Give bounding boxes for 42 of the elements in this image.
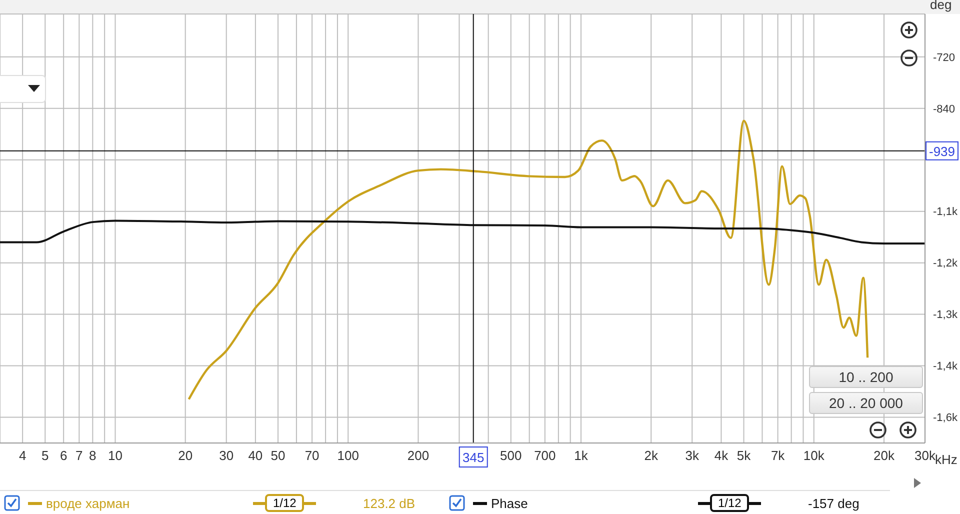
x-tick-label: 7k <box>770 448 786 464</box>
y-tick-label: -1,2k <box>933 258 958 270</box>
x-tick-label: 2k <box>644 448 658 464</box>
text: 123.2 dB <box>363 496 416 510</box>
y-tick-label: -1,4k <box>933 360 958 373</box>
legend-label: вроде харман <box>46 496 131 510</box>
y-tick-label: -1,6k <box>933 412 958 424</box>
button: 10 .. 200 <box>809 366 923 388</box>
x-tick-label: 7 <box>76 448 83 464</box>
text: -157 deg <box>808 496 860 510</box>
y-tick-label: -840 <box>933 103 956 116</box>
x-tick-label: 4k <box>714 448 729 464</box>
x-tick-label: 5k <box>736 448 752 464</box>
x-tick-label: 10 <box>108 448 122 464</box>
x-tick-label: 10k <box>803 448 825 464</box>
ref-line-label: 345 <box>462 450 484 465</box>
x-tick-label: 8 <box>89 448 96 464</box>
button: 20 .. 20 000 <box>809 392 923 414</box>
x-tick-label: 100 <box>337 448 359 464</box>
x-tick-label: 70 <box>304 448 320 464</box>
x-tick-label: 700 <box>534 448 556 464</box>
x-tick-label: 20 <box>178 448 193 464</box>
y-tick-label: -1,1k <box>933 206 958 218</box>
x-tick-label: 6 <box>60 448 68 464</box>
x-tick-label: 500 <box>500 448 522 464</box>
x-tick-label: 50 <box>270 448 286 464</box>
x-tick-label: 1k <box>574 448 588 464</box>
legend-label: Phase <box>491 496 529 510</box>
x-tick-label: 30 <box>219 448 234 464</box>
text: 1/12 <box>265 494 304 512</box>
x-tick-label: 20k <box>874 448 895 464</box>
x-tick-label: 5 <box>42 448 49 464</box>
x-tick-label: 3k <box>685 448 700 464</box>
x-axis-title: kHz <box>935 452 958 467</box>
x-tick-label: 40 <box>248 448 263 464</box>
y-tick-label: -1,3k <box>933 309 958 322</box>
ref-line-label: -939 <box>929 144 956 159</box>
x-tick-label: 200 <box>407 448 430 464</box>
text: 1/12 <box>710 494 750 512</box>
x-tick-label: 30k <box>914 448 936 464</box>
x-tick-label: 4 <box>18 448 26 464</box>
y-tick-label: -720 <box>933 52 956 64</box>
